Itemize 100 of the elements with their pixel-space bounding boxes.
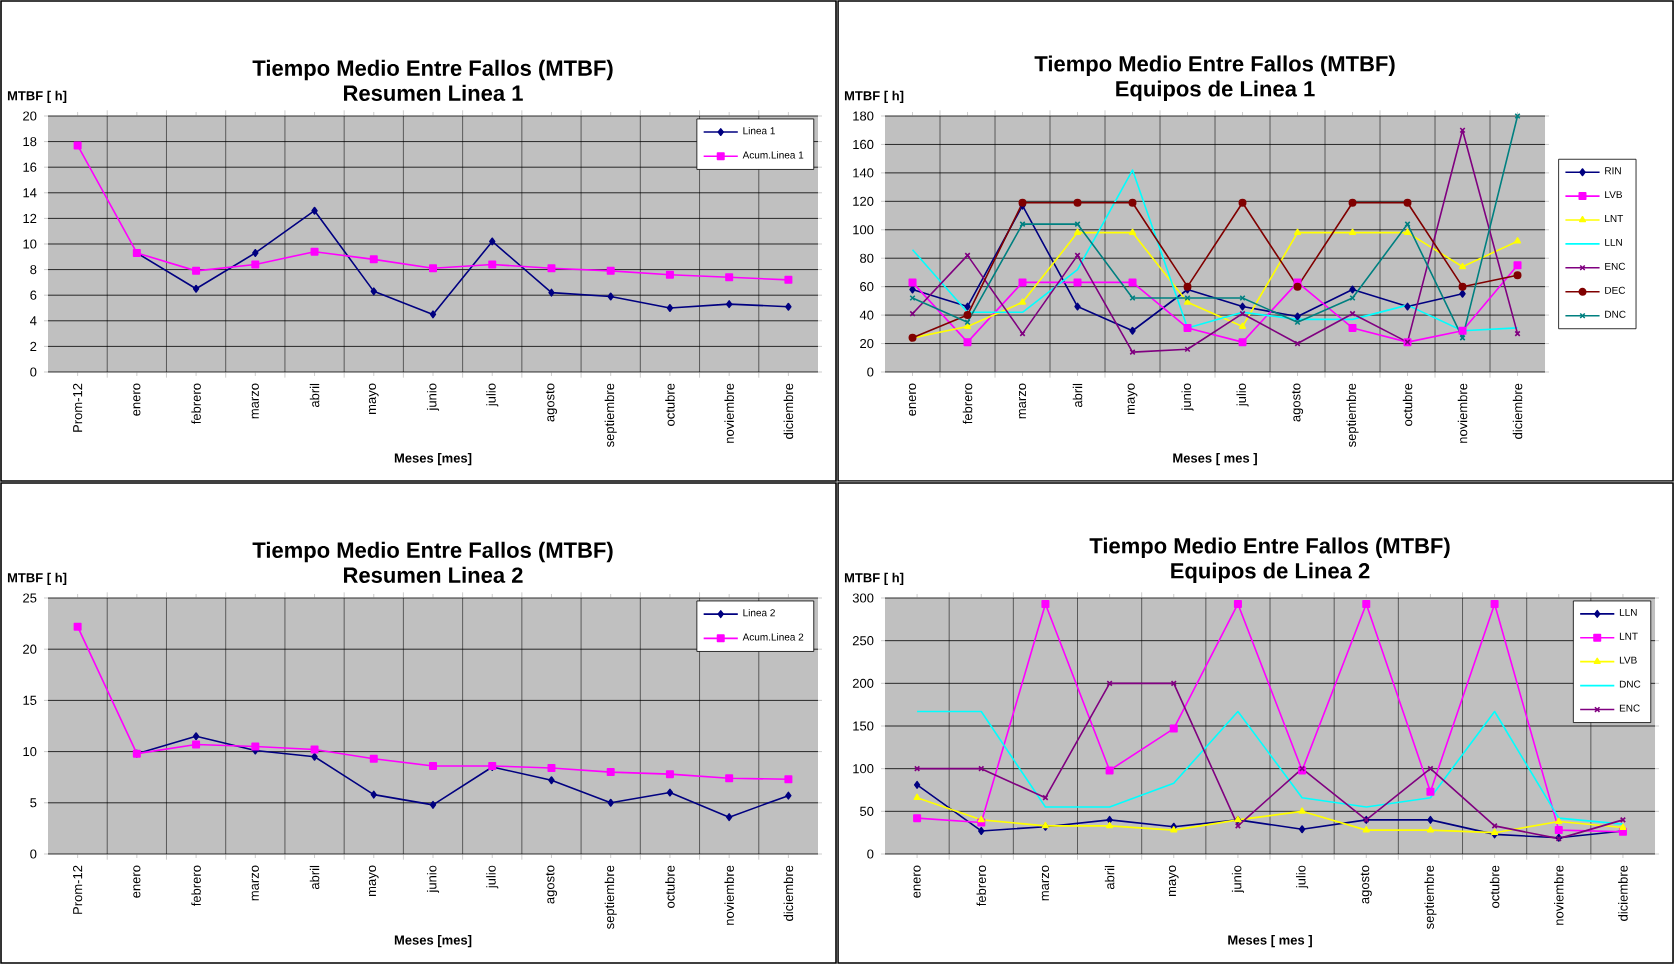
y-tick-label: 4 xyxy=(30,316,37,326)
y-tick-label: 10 xyxy=(23,239,37,249)
x-tick-label: junio xyxy=(1231,865,1244,893)
x-axis-title: Meses [ mes ] xyxy=(1228,935,1312,948)
legend-label: DNC xyxy=(1605,310,1626,318)
chart-subtitle: Resumen Linea 1 xyxy=(344,84,523,101)
x-tick-label: enero xyxy=(133,865,141,898)
x-tick-label: septiembre xyxy=(1346,383,1359,447)
x-tick-label: mayo xyxy=(1168,865,1179,897)
y-tick-label: 8 xyxy=(30,265,37,275)
x-tick-label: Prom-12 xyxy=(73,383,83,432)
y-tick-label: 180 xyxy=(853,111,874,121)
y-tick-label: 15 xyxy=(23,695,37,705)
x-tick-label: febrero xyxy=(191,383,201,425)
chart-title: Tiempo Medio Entre Fallos (MTBF) xyxy=(252,541,613,563)
x-tick-label: marzo xyxy=(251,865,259,901)
x-tick-label: diciembre xyxy=(1618,865,1628,921)
y-tick-label: 140 xyxy=(853,168,874,178)
y-tick-label: 20 xyxy=(23,644,37,654)
y-tick-label: 18 xyxy=(23,137,37,147)
x-tick-label: junio xyxy=(1181,383,1194,411)
chart-subtitle: Equipos de Linea 2 xyxy=(1171,562,1370,583)
y-tick-label: 0 xyxy=(30,367,37,377)
legend-label: LVB xyxy=(1605,191,1623,199)
x-tick-label: noviembre xyxy=(724,383,734,443)
x-tick-label: junio xyxy=(426,383,440,411)
x-tick-label: mayo xyxy=(368,865,379,897)
y-tick-label: 0 xyxy=(30,849,37,859)
x-tick-label: mayo xyxy=(368,383,379,414)
x-tick-label: agosto xyxy=(1291,383,1304,422)
x-tick-label: septiembre xyxy=(604,383,617,447)
x-axis-title: Meses [mes] xyxy=(394,935,472,948)
x-tick-label: abril xyxy=(309,865,320,890)
x-tick-label: marzo xyxy=(251,383,259,419)
x-tick-label: agosto xyxy=(545,383,558,422)
y-tick-label: 20 xyxy=(23,111,37,121)
x-tick-label: julio xyxy=(486,383,499,407)
x-tick-label: octubre xyxy=(1402,383,1413,426)
x-tick-label: agosto xyxy=(1360,865,1372,904)
y-tick-label: 300 xyxy=(852,593,874,603)
legend-label: Linea 2 xyxy=(743,608,775,617)
x-tick-label: julio xyxy=(1236,383,1249,407)
legend-label: DEC xyxy=(1605,286,1626,294)
y-tick-label: 14 xyxy=(23,188,37,198)
x-tick-label: junio xyxy=(426,865,440,893)
y-tick-label: 16 xyxy=(23,162,37,172)
x-tick-label: noviembre xyxy=(1457,383,1468,443)
y-tick-label: 80 xyxy=(860,253,874,263)
y-tick-label: 5 xyxy=(30,798,37,808)
x-tick-label: agosto xyxy=(545,865,558,904)
x-tick-label: abril xyxy=(1104,865,1115,890)
chart-title: Tiempo Medio Entre Fallos (MTBF) xyxy=(1034,55,1395,76)
x-tick-label: Prom-12 xyxy=(73,865,83,914)
legend-label: RIN xyxy=(1605,167,1621,175)
x-tick-label: abril xyxy=(1072,383,1083,408)
y-tick-label: 250 xyxy=(852,636,874,646)
x-tick-label: marzo xyxy=(1041,865,1049,901)
chart-subtitle: Equipos de Linea 1 xyxy=(1116,80,1315,101)
y-tick-label: 10 xyxy=(23,747,37,757)
y-tick-label: 120 xyxy=(853,196,874,206)
y-axis-title: MTBF [ h] xyxy=(844,572,904,585)
x-tick-label: mayo xyxy=(1127,383,1138,414)
x-tick-label: febrero xyxy=(191,865,201,907)
legend-label: LLN xyxy=(1619,608,1637,616)
x-tick-label: septiembre xyxy=(1424,865,1437,929)
x-tick-label: marzo xyxy=(1018,383,1027,419)
y-tick-label: 200 xyxy=(852,678,874,688)
y-tick-label: 100 xyxy=(853,764,874,774)
x-tick-label: noviembre xyxy=(724,865,734,925)
y-tick-label: 2 xyxy=(30,341,37,351)
legend-label: DNC xyxy=(1619,680,1641,688)
y-axis-title: MTBF [ h] xyxy=(7,90,67,103)
x-tick-label: octubre xyxy=(665,383,675,426)
y-tick-label: 6 xyxy=(30,290,37,300)
x-tick-label: enero xyxy=(913,865,921,898)
x-tick-label: abril xyxy=(309,383,320,408)
chart-subtitle: Resumen Linea 2 xyxy=(344,566,523,583)
legend-label: LNT xyxy=(1619,632,1638,640)
y-tick-label: 150 xyxy=(853,721,874,731)
y-tick-label: 40 xyxy=(859,310,874,320)
legend-label: LLN xyxy=(1605,238,1622,246)
y-tick-label: 100 xyxy=(853,225,874,235)
x-tick-label: febrero xyxy=(962,383,973,425)
y-tick-label: 20 xyxy=(860,338,874,349)
x-axis-title: Meses [mes] xyxy=(394,453,472,466)
legend-label: Linea 1 xyxy=(743,126,775,135)
y-tick-label: 12 xyxy=(23,213,37,223)
legend-label: ENC xyxy=(1619,704,1640,712)
x-tick-label: febrero xyxy=(976,865,987,907)
y-tick-label: 0 xyxy=(867,367,874,377)
y-tick-label: 60 xyxy=(860,282,874,292)
x-tick-label: noviembre xyxy=(1554,865,1564,925)
x-tick-label: enero xyxy=(908,383,917,416)
chart-title: Tiempo Medio Entre Fallos (MTBF) xyxy=(252,59,613,81)
y-axis-title: MTBF [ h] xyxy=(7,572,67,585)
x-tick-label: octubre xyxy=(665,865,675,908)
y-tick-label: 160 xyxy=(853,139,874,150)
x-tick-label: enero xyxy=(133,383,141,416)
x-tick-label: septiembre xyxy=(604,865,617,929)
y-tick-label: 0 xyxy=(867,849,874,859)
